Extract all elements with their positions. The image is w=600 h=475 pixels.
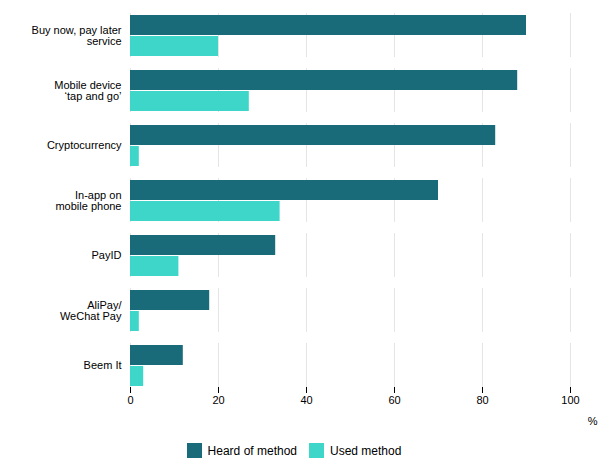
svg-text:80: 80 <box>476 394 488 406</box>
svg-text:Buy now, pay laterservice: Buy now, pay laterservice <box>32 24 122 47</box>
svg-text:Cryptocurrency: Cryptocurrency <box>47 139 122 151</box>
svg-text:%: % <box>588 415 598 427</box>
svg-text:In-app onmobile phone: In-app onmobile phone <box>55 189 121 212</box>
svg-text:Mobile device‘tap and go’: Mobile device‘tap and go’ <box>54 79 121 102</box>
svg-text:AliPay/WeChat Pay: AliPay/WeChat Pay <box>60 299 122 322</box>
svg-text:PayID: PayID <box>92 249 122 261</box>
html-text:Heard of method: Heard of method <box>207 443 297 458</box>
svg-text:60: 60 <box>388 394 400 406</box>
svg-text:0: 0 <box>127 394 133 406</box>
html-text:Used method: Used method <box>330 443 402 458</box>
svg-text:20: 20 <box>212 394 224 406</box>
svg-text:100: 100 <box>561 394 579 406</box>
svg-text:40: 40 <box>300 394 312 406</box>
svg-text:Beem It: Beem It <box>84 359 122 371</box>
